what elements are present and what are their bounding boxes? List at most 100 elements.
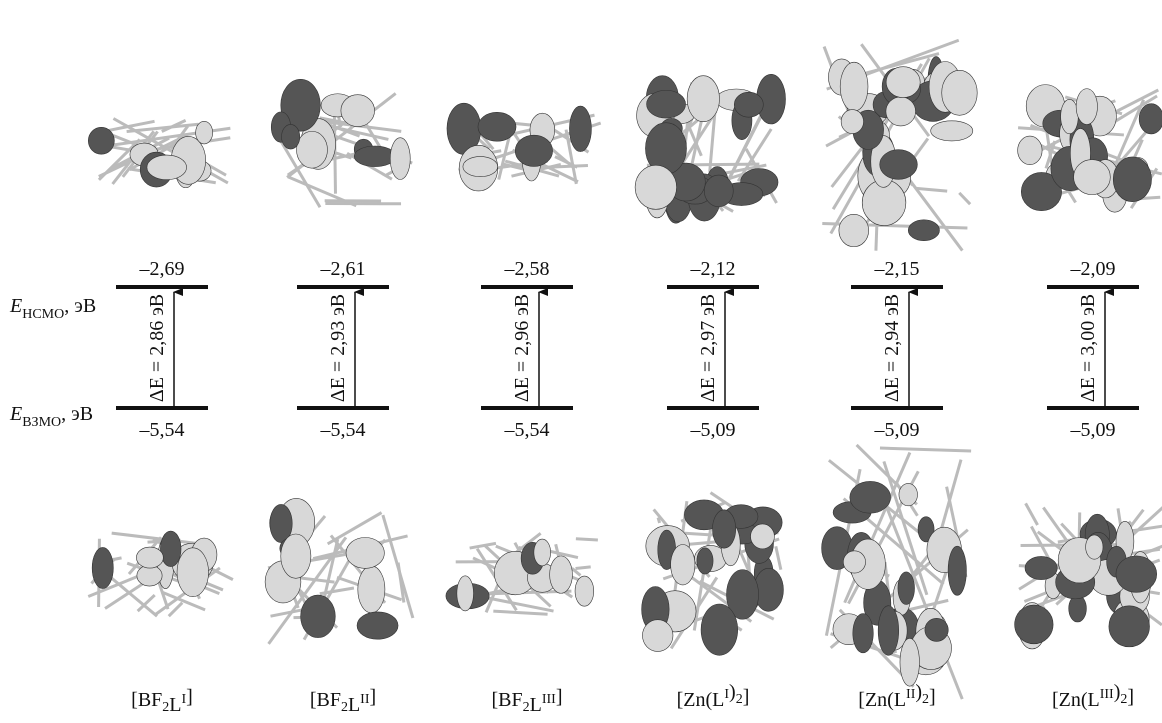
name-sup: II [360, 692, 370, 707]
lobe [850, 481, 891, 513]
lobe [886, 97, 916, 126]
lobe [642, 620, 673, 652]
compound-name: [BF2LI] [131, 686, 193, 716]
compound-name: [Zn(LII)2] [858, 681, 935, 711]
name-text: [BF [310, 689, 341, 711]
homo-energy: –5,09 [690, 419, 736, 441]
compound-name: [BF2LII] [310, 686, 376, 716]
orbital-image [822, 40, 977, 250]
lobe [853, 613, 873, 652]
lobe [457, 576, 474, 611]
level-label: EВЗМО, эВ [9, 403, 93, 430]
homo-energy: –5,54 [320, 419, 366, 441]
homo-energy: –5,09 [1070, 419, 1116, 441]
lobe [697, 548, 713, 574]
lobe [569, 106, 591, 152]
name-text: [BF [491, 689, 522, 711]
lobe [1069, 595, 1087, 622]
lobe [177, 548, 208, 597]
gap-label: ΔE = 2,96 эВ [511, 294, 533, 402]
name-text: ] [929, 686, 936, 708]
lobe [878, 606, 899, 656]
bond [776, 546, 781, 569]
lobe [1076, 89, 1097, 125]
orbital-image [1018, 85, 1162, 213]
unit: , эВ [61, 403, 93, 425]
lobe [1061, 99, 1079, 134]
lobe [88, 127, 114, 154]
lobe [712, 510, 735, 548]
orbital-image [88, 531, 233, 616]
lobe [1116, 556, 1157, 592]
name-sup: III [1100, 687, 1114, 702]
name-text: ] [186, 686, 193, 708]
lobe [751, 524, 775, 549]
name-text: L [169, 694, 181, 716]
lobe [147, 155, 187, 180]
lobe [1015, 605, 1053, 644]
gap-label: ΔE = 2,86 эВ [146, 294, 168, 402]
bond [880, 448, 971, 451]
lobe [1109, 606, 1150, 647]
lobe [1025, 556, 1057, 579]
figure: EНСМО, эВEВЗМО, эВ–2,69–5,54ΔE = 2,86 эВ… [0, 0, 1162, 718]
lobe [160, 531, 181, 567]
orbital-image [447, 103, 601, 191]
lumo-energy: –2,69 [139, 258, 185, 280]
lobe [301, 595, 336, 638]
name-sup: III [542, 692, 556, 707]
homo-energy: –5,54 [139, 419, 185, 441]
name-text: ) [915, 681, 922, 703]
lobe [281, 534, 311, 578]
orbital-image [265, 498, 413, 643]
name-sub: 2 [1120, 692, 1127, 707]
lobe [463, 157, 498, 177]
lobe [346, 537, 384, 568]
name-sub: 2 [922, 692, 929, 707]
level-label: EНСМО, эВ [9, 295, 96, 322]
symbol: E [9, 403, 22, 425]
lobe [196, 121, 213, 144]
gap-label: ΔE = 2,93 эВ [327, 294, 349, 402]
lobe [357, 612, 398, 639]
bond [1026, 503, 1038, 525]
homo-energy: –5,09 [874, 419, 920, 441]
lobe [898, 572, 915, 605]
lumo-energy: –2,15 [874, 258, 920, 280]
lobe [841, 110, 863, 134]
lobe [550, 556, 573, 593]
lobe [839, 214, 869, 246]
lobe [931, 121, 973, 141]
gap-label: ΔE = 3,00 эВ [1077, 294, 1099, 402]
name-text: ] [743, 686, 750, 708]
lumo-energy: –2,58 [504, 258, 550, 280]
name-sub: 2 [162, 700, 169, 715]
lobe [900, 638, 919, 686]
subscript: ВЗМО [22, 415, 61, 430]
lobe [942, 70, 977, 115]
orbital-image [271, 79, 412, 207]
orbital-image [822, 445, 971, 699]
compound-name: [Zn(LIII)2] [1052, 681, 1134, 711]
lobe [341, 95, 375, 127]
homo-energy: –5,54 [504, 419, 550, 441]
lobe [704, 175, 733, 207]
lobe [671, 544, 695, 584]
lobe [925, 618, 948, 641]
symbol: E [9, 295, 22, 317]
name-sub: 2 [341, 700, 348, 715]
name-text: ) [729, 681, 736, 703]
name-text: ] [556, 686, 563, 708]
name-text: [Zn(L [677, 689, 725, 711]
bond [940, 460, 961, 535]
lobe [136, 547, 163, 568]
name-text: [Zn(L [858, 689, 906, 711]
lobe [390, 138, 410, 180]
lobe [354, 146, 396, 167]
name-sub: 2 [736, 692, 743, 707]
lobe [840, 62, 868, 111]
lobe [886, 67, 920, 98]
lobe [515, 135, 552, 166]
lobe [647, 90, 686, 118]
lobe [534, 539, 551, 566]
